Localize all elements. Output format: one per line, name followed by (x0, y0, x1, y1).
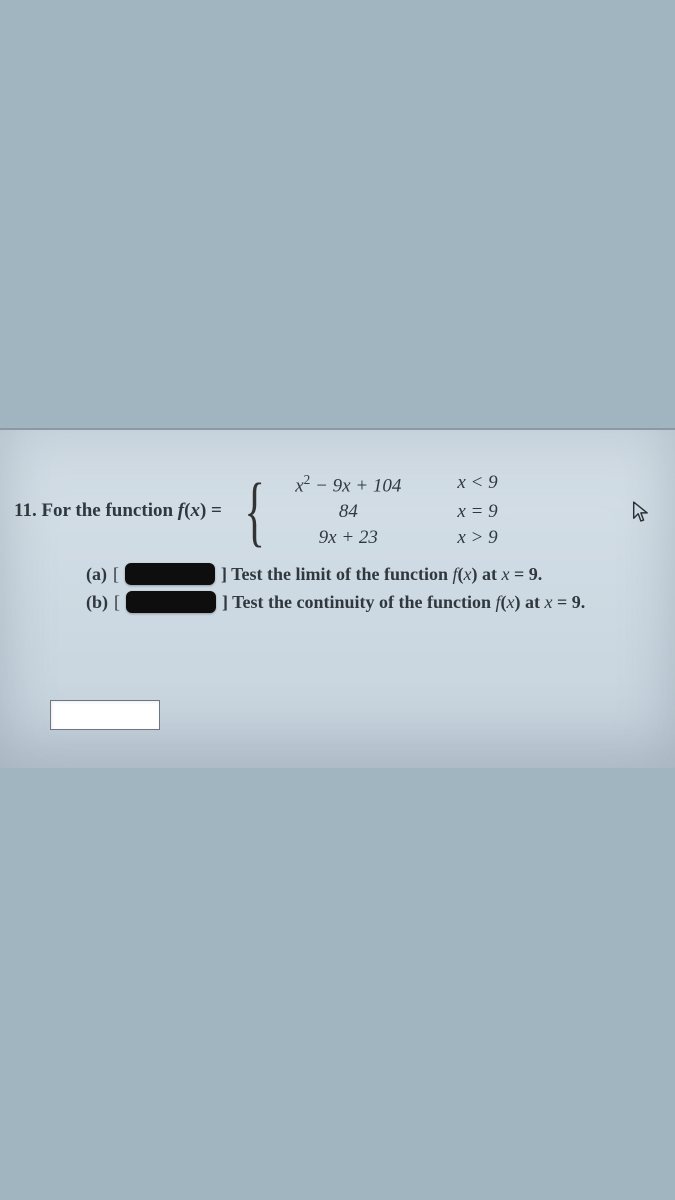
subparts: (a) [ ] Test the limit of the function f… (86, 563, 664, 613)
part-b-text: ] Test the continuity of the function f(… (222, 592, 585, 613)
redaction-block (126, 591, 216, 613)
problem-prefix: For the function (41, 500, 173, 521)
problem-11: 11. For the function f(x) = { x2 − 9x + … (14, 472, 664, 619)
part-a-at: at x = 9. (478, 564, 543, 584)
part-b-fx: f(x) (496, 592, 521, 612)
fx-lhs: f(x) = (178, 500, 222, 521)
piece-expr: 84 (283, 501, 413, 523)
cursor-icon (631, 500, 649, 524)
part-bracket-open: [ (114, 592, 120, 613)
part-b-at: at x = 9. (521, 592, 586, 612)
piece-expr: x2 − 9x + 104 (283, 472, 413, 497)
piecewise-cases: x2 − 9x + 104 x < 9 84 x = 9 9x + 23 x >… (283, 472, 497, 549)
redaction-block (125, 563, 215, 585)
piecewise-brace: { (244, 476, 265, 546)
answer-input[interactable] (50, 700, 160, 730)
piece-expr: 9x + 23 (283, 527, 413, 549)
part-b: (b) [ ] Test the continuity of the funct… (86, 591, 664, 613)
part-a: (a) [ ] Test the limit of the function f… (86, 563, 664, 585)
part-a-text: ] Test the limit of the function f(x) at… (221, 564, 542, 585)
piece-cond: x = 9 (457, 501, 497, 523)
part-bracket-open: [ (113, 564, 119, 585)
part-label: (b) (86, 592, 108, 613)
part-a-tail: ] Test the limit of the function (221, 564, 453, 584)
piece-cond: x > 9 (457, 527, 497, 549)
part-a-fx: f(x) (453, 564, 478, 584)
problem-number-and-prefix: 11. For the function f(x) = (14, 500, 222, 522)
piece-cond: x < 9 (457, 472, 497, 497)
problem-stem: 11. For the function f(x) = { x2 − 9x + … (14, 472, 664, 549)
part-b-tail: ] Test the continuity of the function (222, 592, 496, 612)
problem-number: 11. (14, 500, 37, 521)
part-label: (a) (86, 564, 107, 585)
